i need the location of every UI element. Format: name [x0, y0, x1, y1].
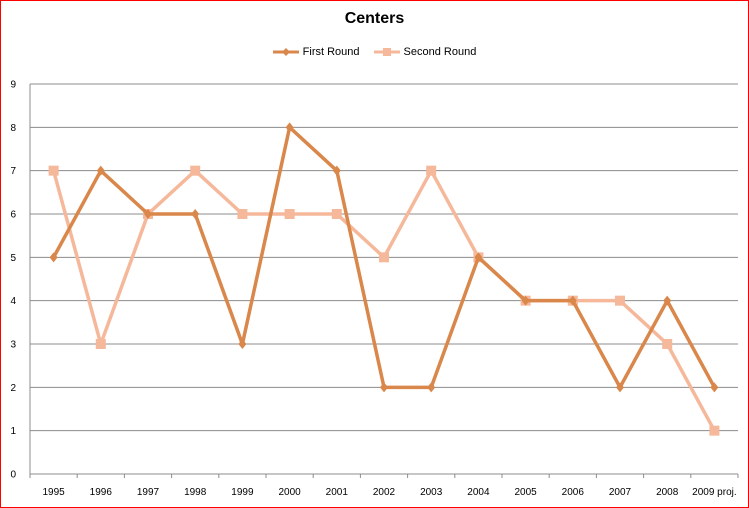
y-tick-label: 2 — [10, 383, 16, 394]
legend-marker-second-round — [382, 48, 391, 56]
x-tick-label: 2008 — [656, 487, 679, 498]
x-tick-label: 2009 proj. — [692, 487, 736, 498]
y-tick-label: 9 — [10, 80, 16, 91]
legend-label-second-round: Second Round — [403, 46, 477, 58]
x-tick-label: 1995 — [42, 487, 65, 498]
y-tick-label: 1 — [10, 426, 16, 437]
x-tick-label: 2005 — [514, 487, 537, 498]
y-tick-label: 3 — [10, 340, 16, 351]
legend-swatch-second-round — [373, 48, 400, 56]
x-tick-label: 2000 — [278, 487, 301, 498]
x-tick-label: 2003 — [420, 487, 443, 498]
x-tick-label: 1997 — [137, 487, 160, 498]
data-point-first-round — [663, 295, 672, 306]
legend-label-first-round: First Round — [302, 46, 360, 58]
x-tick-label: 2002 — [373, 487, 396, 498]
data-point-second-round — [426, 165, 437, 176]
y-tick-label: 7 — [10, 166, 16, 177]
data-point-first-round — [96, 165, 105, 176]
data-point-first-round — [474, 252, 483, 263]
legend-item-first-round: First Round — [272, 46, 360, 58]
legend-marker-first-round — [281, 48, 290, 56]
y-tick-label: 0 — [10, 470, 16, 481]
legend-swatch-first-round — [272, 48, 299, 56]
x-tick-label: 1996 — [90, 487, 113, 498]
data-point-first-round — [427, 382, 436, 393]
data-point-second-round — [190, 165, 201, 176]
x-tick-label: 2007 — [609, 487, 632, 498]
data-point-second-round — [95, 339, 106, 349]
y-tick-label: 4 — [10, 296, 16, 307]
data-point-first-round — [710, 382, 719, 393]
data-point-first-round — [191, 209, 200, 219]
data-point-second-round — [284, 209, 295, 219]
data-point-first-round — [380, 382, 388, 393]
data-point-second-round — [709, 425, 720, 436]
legend-item-second-round: Second Round — [373, 46, 477, 58]
data-point-second-round — [237, 209, 248, 219]
data-point-second-round — [331, 209, 342, 219]
data-point-first-round — [332, 165, 341, 176]
x-tick-label: 2006 — [562, 487, 585, 498]
data-point-first-round — [616, 382, 624, 393]
x-tick-label: 2004 — [467, 487, 490, 498]
x-tick-label: 2001 — [326, 487, 349, 498]
data-point-first-round — [568, 295, 577, 306]
data-point-second-round — [662, 339, 673, 349]
data-point-first-round — [521, 295, 530, 306]
x-tick-label: 1998 — [184, 487, 207, 498]
x-tick-label: 1999 — [231, 487, 254, 498]
chart-legend: First Round Second Round — [0, 46, 749, 58]
data-point-first-round — [49, 252, 58, 263]
data-point-first-round — [144, 209, 152, 219]
y-tick-label: 6 — [10, 210, 16, 221]
data-point-second-round — [48, 165, 59, 176]
data-point-second-round — [379, 252, 389, 263]
data-point-second-round — [615, 295, 625, 306]
y-tick-label: 5 — [10, 253, 16, 264]
data-point-first-round — [238, 339, 247, 349]
chart-title: Centers — [344, 10, 405, 27]
y-tick-label: 8 — [10, 123, 16, 134]
data-point-first-round — [285, 122, 294, 133]
